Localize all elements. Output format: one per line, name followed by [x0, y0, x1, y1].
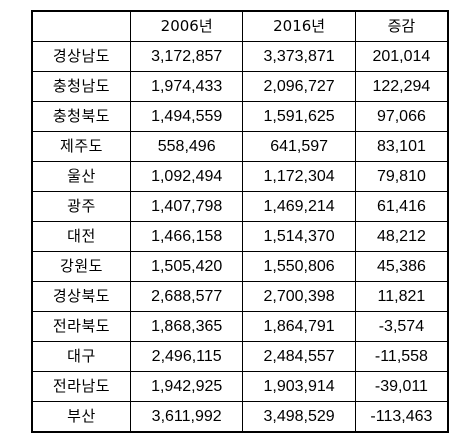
region-cell: 강원도	[31, 251, 131, 282]
table-row: 전라북도 1,868,365 1,864,791 -3,574	[31, 311, 449, 342]
value-2006-cell: 1,505,420	[129, 251, 244, 282]
value-2016-cell: 3,373,871	[242, 41, 356, 72]
table-row: 대전 1,466,158 1,514,370 48,212	[31, 221, 449, 252]
region-cell: 전라북도	[31, 311, 131, 342]
value-2006-cell: 1,092,494	[129, 161, 244, 192]
value-2016-cell: 1,864,791	[242, 311, 356, 342]
value-2016-cell: 2,096,727	[242, 71, 356, 102]
change-cell: 61,416	[354, 191, 449, 222]
value-2016-cell: 3,498,529	[242, 401, 356, 433]
value-2016-cell: 1,591,625	[242, 101, 356, 132]
change-cell: 83,101	[354, 131, 449, 162]
change-cell: -3,574	[354, 311, 449, 342]
change-cell: -113,463	[354, 401, 449, 433]
region-cell: 광주	[31, 191, 131, 222]
value-2016-cell: 1,903,914	[242, 371, 356, 402]
value-2006-cell: 1,407,798	[129, 191, 244, 222]
value-2016-cell: 2,700,398	[242, 281, 356, 312]
value-2016-cell: 1,550,806	[242, 251, 356, 282]
table-row: 광주 1,407,798 1,469,214 61,416	[31, 191, 449, 222]
value-2006-cell: 1,868,365	[129, 311, 244, 342]
region-cell: 울산	[31, 161, 131, 192]
population-table: 2006년 2016년 증감 경상남도 3,172,857 3,373,871 201…	[31, 10, 449, 433]
value-2016-cell: 1,172,304	[242, 161, 356, 192]
value-2006-cell: 3,172,857	[129, 41, 244, 72]
table-row: 전라남도 1,942,925 1,903,914 -39,011	[31, 371, 449, 402]
region-cell: 부산	[31, 401, 131, 433]
change-cell: -39,011	[354, 371, 449, 402]
value-2006-cell: 2,496,115	[129, 341, 244, 372]
region-cell: 경상북도	[31, 281, 131, 312]
change-cell: 201,014	[354, 41, 449, 72]
value-2006-cell: 2,688,577	[129, 281, 244, 312]
table-row: 강원도 1,505,420 1,550,806 45,386	[31, 251, 449, 282]
value-2006-cell: 1,494,559	[129, 101, 244, 132]
header-cell-2006: 2006년	[129, 10, 244, 42]
header-cell-region	[31, 10, 131, 42]
table-row: 부산 3,611,992 3,498,529 -113,463	[31, 401, 449, 433]
region-cell: 충청남도	[31, 71, 131, 102]
change-cell: 122,294	[354, 71, 449, 102]
value-2016-cell: 2,484,557	[242, 341, 356, 372]
header-row: 2006년 2016년 증감	[31, 10, 449, 42]
table-row: 경상북도 2,688,577 2,700,398 11,821	[31, 281, 449, 312]
change-cell: 97,066	[354, 101, 449, 132]
change-cell: 79,810	[354, 161, 449, 192]
value-2006-cell: 1,974,433	[129, 71, 244, 102]
value-2016-cell: 1,469,214	[242, 191, 356, 222]
table-body: 경상남도 3,172,857 3,373,871 201,014 충청남도 1,974,4…	[31, 41, 449, 433]
change-cell: 48,212	[354, 221, 449, 252]
value-2006-cell: 1,942,925	[129, 371, 244, 402]
value-2006-cell: 1,466,158	[129, 221, 244, 252]
header-cell-change: 증감	[354, 10, 449, 42]
region-cell: 대전	[31, 221, 131, 252]
table-row: 대구 2,496,115 2,484,557 -11,558	[31, 341, 449, 372]
table-row: 충청남도 1,974,433 2,096,727 122,294	[31, 71, 449, 102]
change-cell: -11,558	[354, 341, 449, 372]
region-cell: 전라남도	[31, 371, 131, 402]
change-cell: 11,821	[354, 281, 449, 312]
change-cell: 45,386	[354, 251, 449, 282]
table-row: 경상남도 3,172,857 3,373,871 201,014	[31, 41, 449, 72]
value-2006-cell: 558,496	[129, 131, 244, 162]
value-2016-cell: 1,514,370	[242, 221, 356, 252]
table-row: 충청북도 1,494,559 1,591,625 97,066	[31, 101, 449, 132]
region-cell: 제주도	[31, 131, 131, 162]
region-cell: 경상남도	[31, 41, 131, 72]
region-cell: 충청북도	[31, 101, 131, 132]
table-row: 울산 1,092,494 1,172,304 79,810	[31, 161, 449, 192]
header-cell-2016: 2016년	[242, 10, 356, 42]
value-2016-cell: 641,597	[242, 131, 356, 162]
region-cell: 대구	[31, 341, 131, 372]
value-2006-cell: 3,611,992	[129, 401, 244, 433]
table-row: 제주도 558,496 641,597 83,101	[31, 131, 449, 162]
